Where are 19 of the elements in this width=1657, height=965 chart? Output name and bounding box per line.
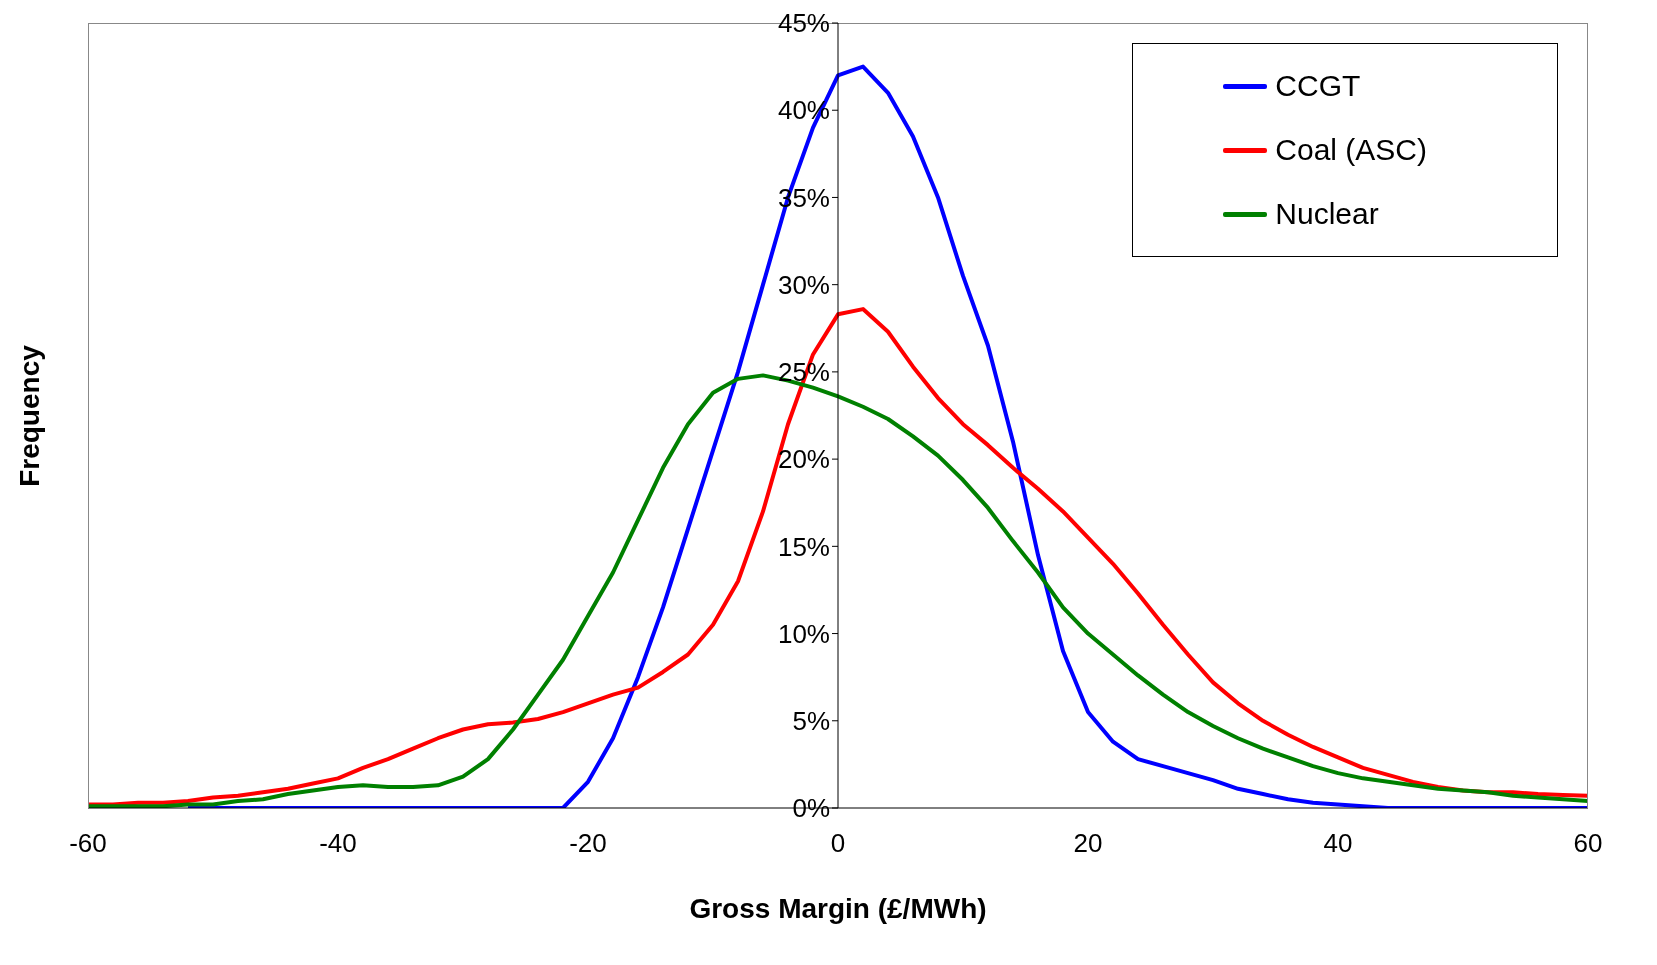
y-tick-label: 45% (777, 8, 830, 39)
y-tick-label: 10% (777, 618, 830, 649)
x-axis-title: Gross Margin (£/MWh) (689, 893, 987, 924)
x-tick-label: -60 (69, 828, 107, 859)
y-tick-label: 0% (792, 793, 830, 824)
y-tick-label: 30% (777, 269, 830, 300)
legend-label: Nuclear (1275, 197, 1379, 231)
y-tick-label: 5% (792, 706, 830, 737)
x-tick-label: 60 (1573, 828, 1603, 859)
x-tick-label: -20 (569, 828, 607, 859)
x-tick-label: 0 (830, 828, 846, 859)
y-tick-label: 20% (777, 444, 830, 475)
x-tick-label: 40 (1323, 828, 1353, 859)
y-axis-title: Frequency (14, 344, 46, 487)
legend-label: Coal (ASC) (1275, 133, 1427, 167)
x-tick-label: -40 (319, 828, 357, 859)
y-tick-label: 15% (777, 531, 830, 562)
x-tick-label: 20 (1073, 828, 1103, 859)
legend-label: CCGT (1275, 69, 1361, 103)
